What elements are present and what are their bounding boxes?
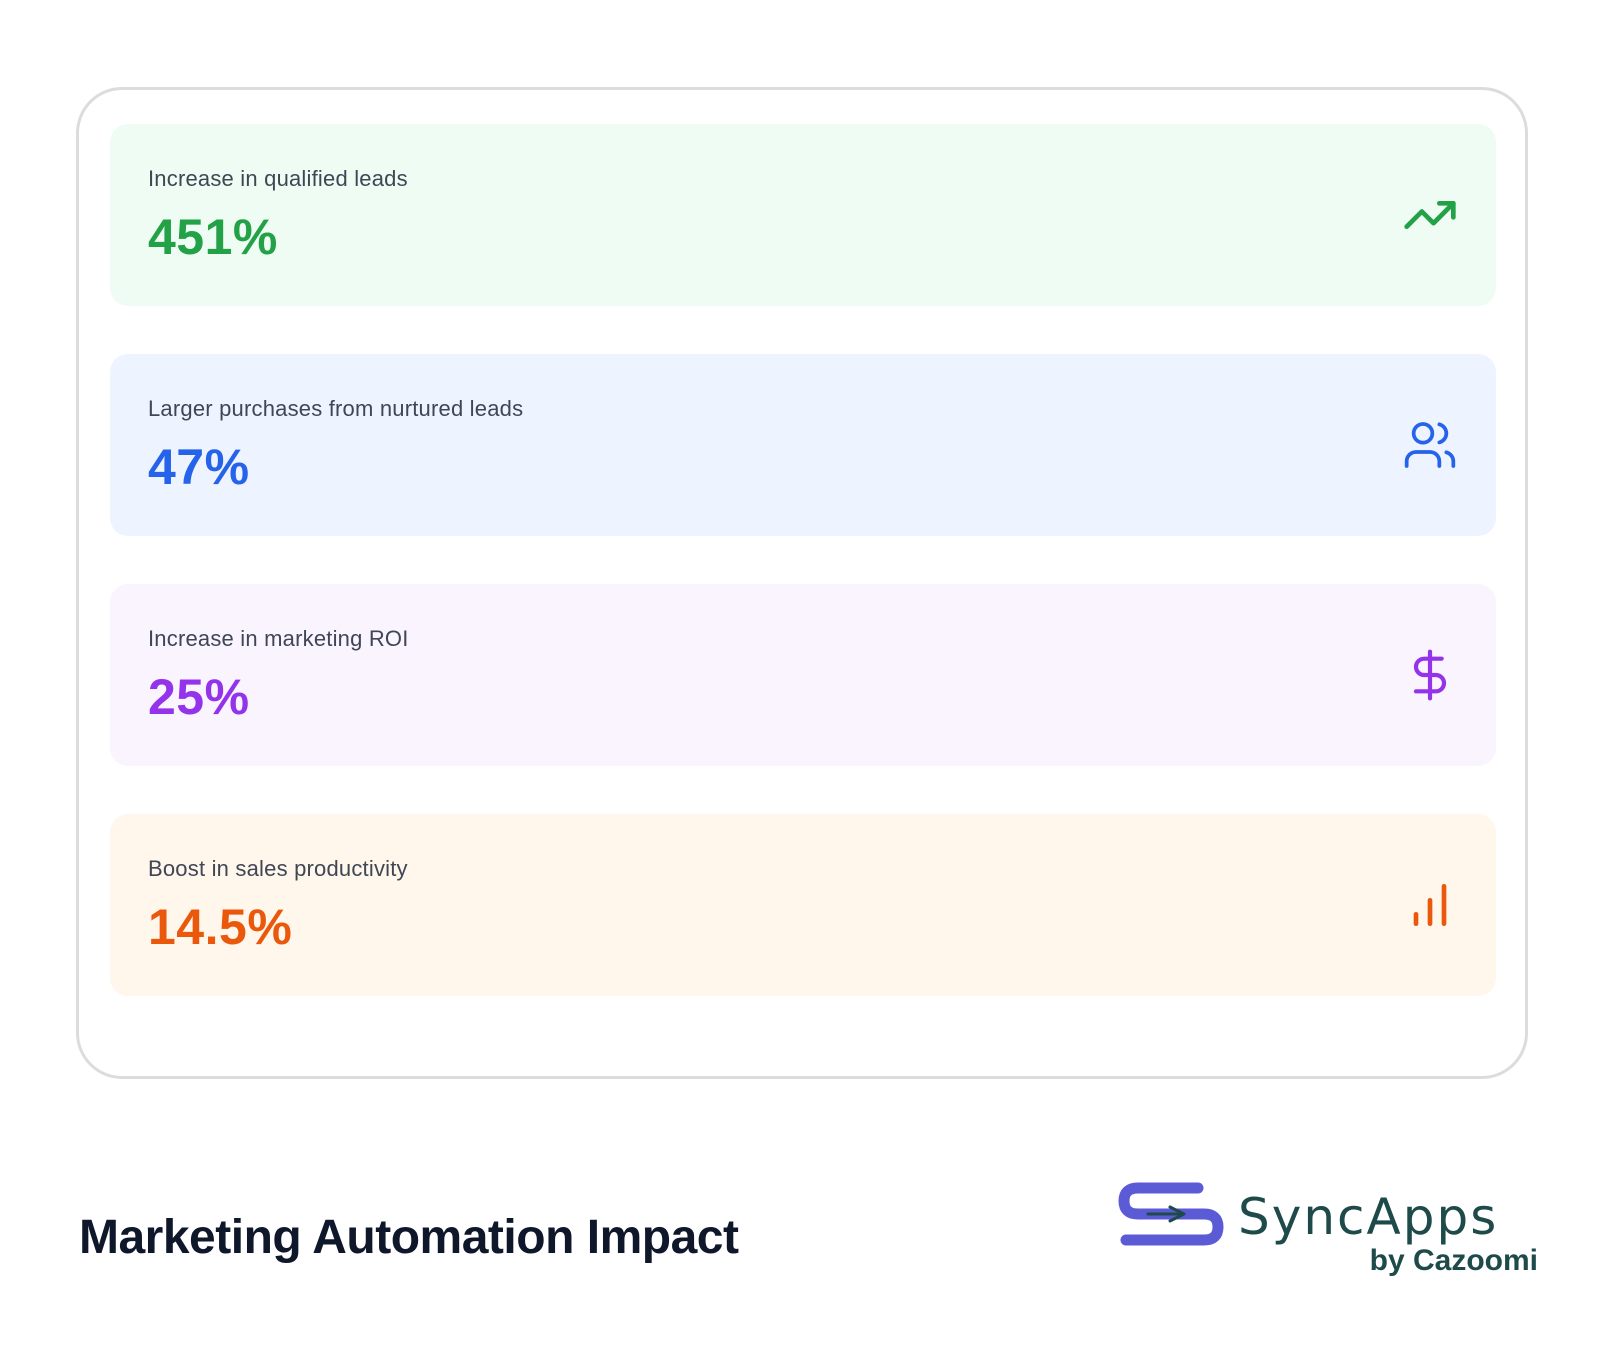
stat-value: 47% [148, 439, 250, 495]
stat-value: 25% [148, 669, 250, 725]
stat-value: 14.5% [148, 899, 293, 955]
bar-chart-icon [1402, 877, 1458, 933]
syncapps-logo: SyncApps by Cazoomi [1118, 1180, 1538, 1280]
stat-label: Larger purchases from nurtured leads [148, 396, 524, 421]
trending-up-icon [1402, 187, 1458, 243]
stat-label: Increase in marketing ROI [148, 626, 409, 651]
stats-panel: Increase in qualified leads 451% Larger … [76, 87, 1528, 1079]
stat-label: Boost in sales productivity [148, 856, 408, 881]
stat-card-sales-productivity: Boost in sales productivity 14.5% [110, 814, 1496, 996]
logo-subtitle: by Cazoomi [1369, 1244, 1538, 1277]
stat-card-marketing-roi: Increase in marketing ROI 25% [110, 584, 1496, 766]
stat-card-qualified-leads: Increase in qualified leads 451% [110, 124, 1496, 306]
stat-value: 451% [148, 209, 278, 265]
dollar-icon [1402, 647, 1458, 703]
users-icon [1402, 417, 1458, 473]
stat-label: Increase in qualified leads [148, 166, 408, 191]
page-title: Marketing Automation Impact [79, 1211, 739, 1264]
logo-wordmark: SyncApps [1238, 1188, 1499, 1246]
stat-card-larger-purchases: Larger purchases from nurtured leads 47% [110, 354, 1496, 536]
logo-s-mark [1118, 1182, 1224, 1246]
